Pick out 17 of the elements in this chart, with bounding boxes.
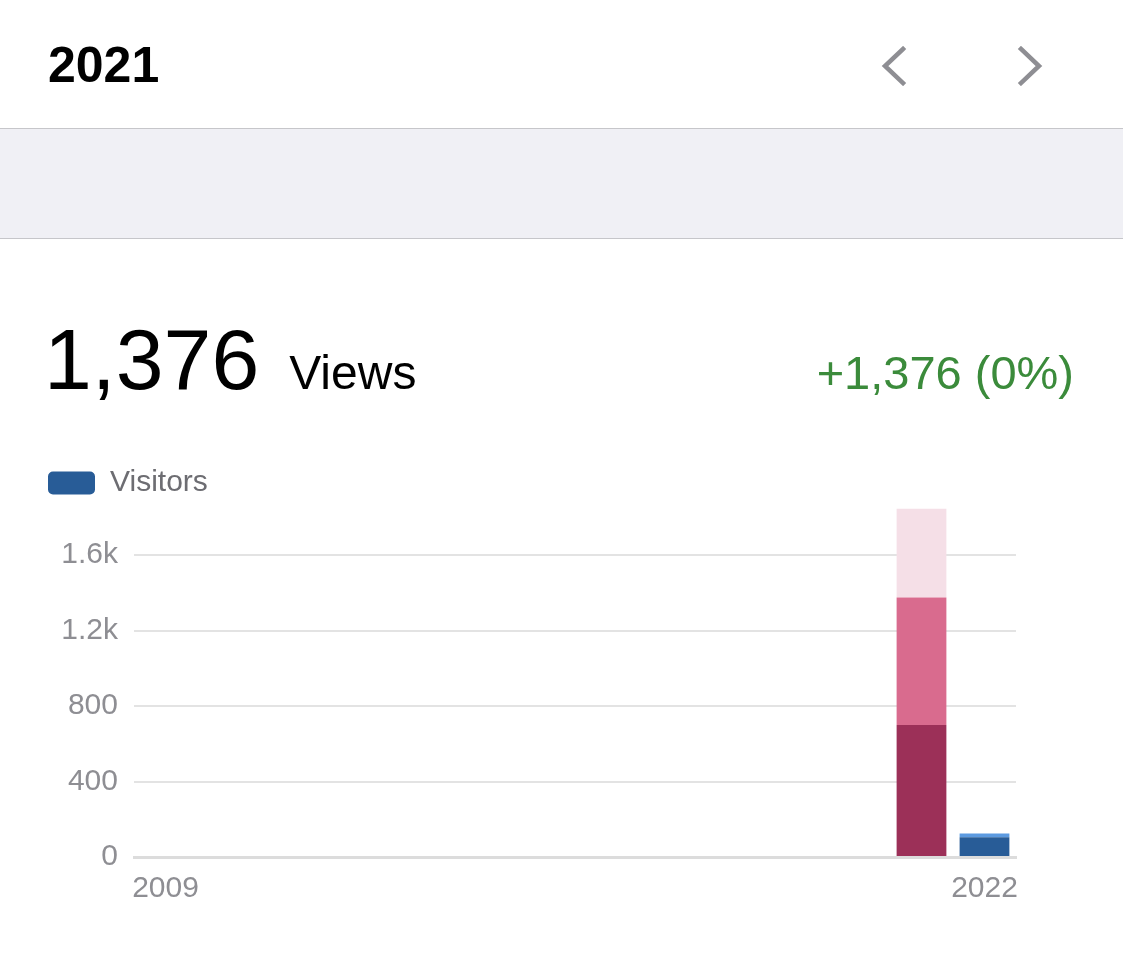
- y-tick-label: 0: [101, 838, 118, 872]
- text: Views: [289, 346, 417, 400]
- bar: [896, 724, 947, 856]
- bar: [896, 597, 947, 725]
- legend-label: Visitors: [110, 464, 208, 498]
- x-tick-label: 2009: [132, 870, 199, 904]
- bar: [959, 837, 1010, 856]
- bar: [959, 833, 1010, 838]
- y-tick-label: 400: [67, 762, 118, 796]
- y-tick-label: 1.6k: [61, 536, 119, 570]
- text: 1,376: [44, 311, 260, 407]
- text: +1,376 (0%): [816, 346, 1074, 399]
- y-tick-label: 1.2k: [61, 611, 119, 645]
- y-tick-label: 800: [67, 687, 118, 721]
- chart-title: 2021: [48, 37, 160, 93]
- x-tick-label: 2022: [951, 870, 1018, 904]
- bar: [896, 508, 947, 598]
